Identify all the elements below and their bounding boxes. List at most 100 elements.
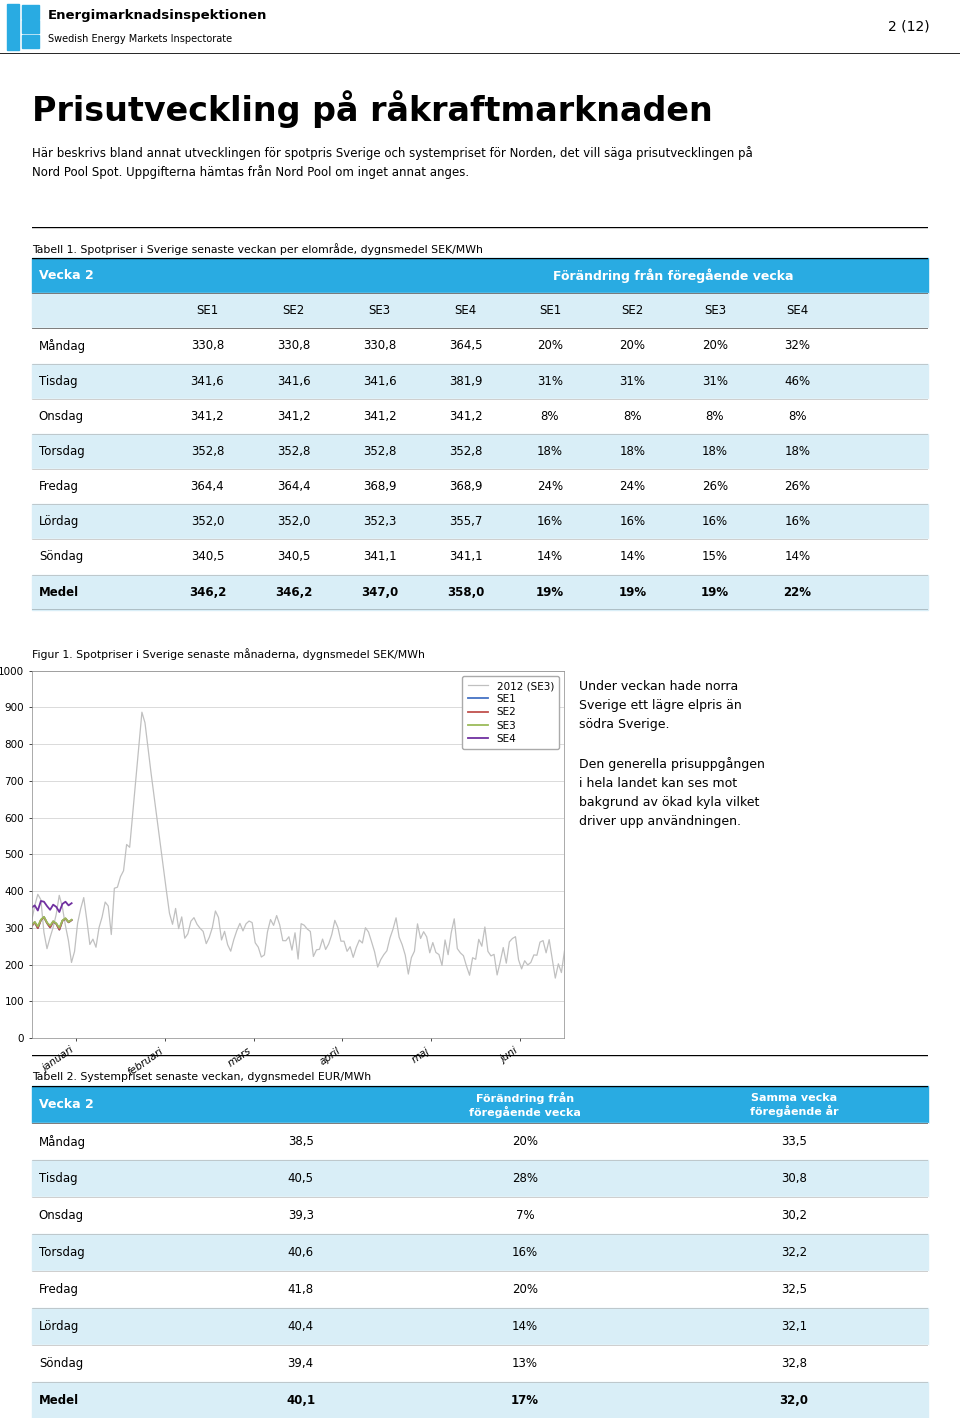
Text: 26%: 26% — [702, 481, 728, 493]
Text: 31%: 31% — [619, 374, 645, 387]
2012 (SE3) — [378, 946, 390, 963]
SE1 — [38, 909, 50, 926]
Text: 31%: 31% — [537, 374, 563, 387]
SE3 — [44, 917, 56, 934]
Text: SE4: SE4 — [454, 305, 477, 318]
Text: 364,4: 364,4 — [276, 481, 310, 493]
Text: 40,4: 40,4 — [288, 1320, 314, 1333]
Text: 340,5: 340,5 — [191, 550, 224, 563]
Text: 20%: 20% — [512, 1283, 538, 1296]
SE2 — [29, 913, 40, 930]
Text: 352,0: 352,0 — [191, 515, 224, 529]
Text: 352,3: 352,3 — [363, 515, 396, 529]
SE1 — [60, 910, 71, 927]
Bar — [32, 539, 928, 574]
Text: 32%: 32% — [784, 339, 810, 353]
Text: 20%: 20% — [619, 339, 645, 353]
Line: 2012 (SE3): 2012 (SE3) — [32, 712, 564, 978]
Text: 24%: 24% — [619, 481, 645, 493]
2012 (SE3) — [136, 703, 148, 720]
Text: 13%: 13% — [512, 1357, 538, 1370]
Text: 368,9: 368,9 — [449, 481, 483, 493]
2012 (SE3) — [479, 919, 491, 936]
SE2 — [66, 912, 78, 929]
SE4 — [54, 903, 65, 920]
SE2 — [62, 913, 74, 930]
Text: 32,0: 32,0 — [780, 1394, 808, 1408]
SE4 — [66, 895, 78, 912]
Text: 16%: 16% — [619, 515, 645, 529]
Text: 352,0: 352,0 — [276, 515, 310, 529]
SE4 — [62, 898, 74, 915]
2012 (SE3) — [549, 970, 561, 987]
Bar — [32, 469, 928, 505]
Text: 8%: 8% — [540, 410, 559, 423]
SE3 — [32, 917, 43, 934]
Text: 341,2: 341,2 — [363, 410, 396, 423]
Bar — [32, 294, 928, 329]
SE1 — [26, 917, 37, 934]
SE3 — [66, 912, 78, 929]
Bar — [32, 1383, 928, 1418]
Text: 40,5: 40,5 — [288, 1173, 314, 1185]
2012 (SE3) — [69, 943, 81, 960]
Text: 330,8: 330,8 — [191, 339, 224, 353]
2012 (SE3) — [26, 912, 37, 929]
SE4 — [57, 895, 68, 912]
Text: 46%: 46% — [784, 374, 810, 387]
Bar — [32, 505, 928, 539]
Text: 20%: 20% — [702, 339, 728, 353]
Text: 17%: 17% — [511, 1394, 539, 1408]
Text: 341,2: 341,2 — [276, 410, 310, 423]
Text: 19%: 19% — [618, 586, 646, 598]
Text: SE2: SE2 — [621, 305, 643, 318]
Text: 8%: 8% — [623, 410, 641, 423]
SE1 — [32, 920, 43, 937]
Text: 341,6: 341,6 — [363, 374, 396, 387]
Legend: 2012 (SE3), SE1, SE2, SE3, SE4: 2012 (SE3), SE1, SE2, SE3, SE4 — [463, 676, 560, 749]
2012 (SE3) — [216, 932, 228, 949]
Text: 18%: 18% — [619, 445, 645, 458]
Text: 358,0: 358,0 — [447, 586, 485, 598]
Text: Tisdag: Tisdag — [38, 374, 78, 387]
Text: 19%: 19% — [536, 586, 564, 598]
Text: 32,1: 32,1 — [780, 1320, 807, 1333]
Text: Torsdag: Torsdag — [38, 445, 84, 458]
Text: Under veckan hade norra
Sverige ett lägre elpris än
södra Sverige.

Den generell: Under veckan hade norra Sverige ett lägr… — [579, 681, 765, 828]
Text: 330,8: 330,8 — [363, 339, 396, 353]
Text: Vecka 2: Vecka 2 — [38, 1098, 94, 1112]
Text: Medel: Medel — [38, 1394, 79, 1408]
SE1 — [41, 915, 53, 932]
Line: SE4: SE4 — [32, 900, 72, 912]
Text: Lördag: Lördag — [38, 1320, 80, 1333]
Bar — [22, 35, 39, 48]
SE1 — [36, 912, 47, 929]
SE4 — [32, 902, 43, 919]
SE3 — [36, 912, 47, 929]
Bar — [32, 1197, 928, 1234]
Text: 18%: 18% — [784, 445, 810, 458]
SE1 — [47, 913, 59, 930]
Text: Förändring från
föregående vecka: Förändring från föregående vecka — [468, 1092, 581, 1117]
Text: 2 (12): 2 (12) — [888, 20, 929, 34]
Text: 33,5: 33,5 — [780, 1136, 806, 1149]
Text: 341,6: 341,6 — [276, 374, 310, 387]
SE1 — [54, 922, 65, 939]
Bar — [32, 1272, 928, 1309]
Text: 340,5: 340,5 — [276, 550, 310, 563]
Text: 368,9: 368,9 — [363, 481, 396, 493]
Text: 41,8: 41,8 — [288, 1283, 314, 1296]
Text: 31%: 31% — [702, 374, 728, 387]
Text: Energimarknadsinspektionen: Energimarknadsinspektionen — [48, 9, 268, 21]
Bar — [32, 329, 928, 363]
Text: 32,5: 32,5 — [780, 1283, 806, 1296]
Text: 14%: 14% — [537, 550, 563, 563]
Bar — [32, 1160, 928, 1197]
Text: 32,2: 32,2 — [780, 1246, 807, 1259]
Text: Samma vecka
föregående år: Samma vecka föregående år — [750, 1093, 838, 1117]
Bar — [32, 1346, 928, 1383]
Text: 16%: 16% — [512, 1246, 538, 1259]
Text: Lördag: Lördag — [38, 515, 80, 529]
SE4 — [29, 898, 40, 915]
SE1 — [62, 913, 74, 930]
